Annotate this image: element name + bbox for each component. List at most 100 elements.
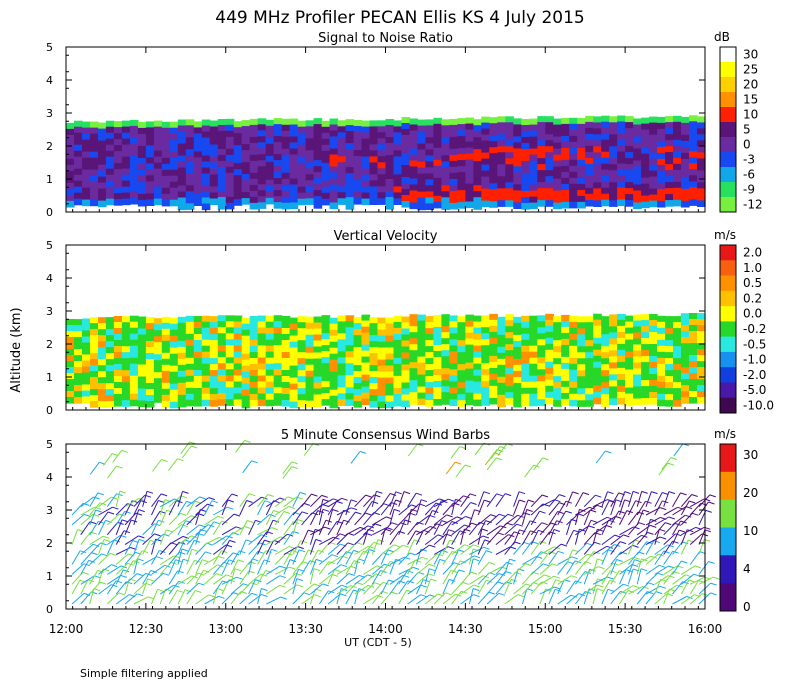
heatmap-cell (193, 340, 203, 347)
heatmap-cell (369, 335, 379, 342)
wind-barb (601, 515, 616, 526)
heatmap-cell (145, 395, 155, 402)
heatmap-cell (393, 339, 403, 347)
heatmap-cell (545, 164, 554, 171)
wind-barb-flag (689, 500, 696, 504)
wind-barb (680, 573, 695, 585)
heatmap-cell (689, 355, 698, 362)
heatmap-cell (305, 322, 315, 330)
heatmap-cell (529, 190, 538, 198)
wind-barb (133, 582, 146, 595)
heatmap-cell (329, 202, 339, 210)
wind-barb (424, 498, 440, 508)
heatmap-cell (641, 153, 650, 161)
heatmap-cell (513, 124, 522, 131)
heatmap-cell (673, 139, 682, 147)
heatmap-cell (505, 170, 514, 177)
heatmap-cell (537, 399, 546, 406)
heatmap-cell (137, 145, 147, 153)
wind-barb (71, 579, 81, 595)
heatmap-cell (505, 350, 514, 357)
heatmap-cell (641, 368, 650, 375)
heatmap-cell (201, 321, 211, 329)
heatmap-cell (649, 338, 658, 345)
colorbar-swatch (720, 245, 736, 261)
heatmap-cell (529, 399, 538, 407)
heatmap-cell (505, 128, 514, 135)
heatmap-cell (577, 141, 586, 149)
heatmap-cell (561, 320, 570, 328)
colorbar-label: -5.0 (743, 383, 766, 397)
wind-barb (318, 541, 330, 555)
y-tick-label: 5 (46, 41, 53, 54)
heatmap-cell (457, 118, 466, 125)
heatmap-cell (657, 200, 666, 208)
heatmap-cell (313, 148, 323, 155)
heatmap-cell (353, 371, 363, 378)
heatmap-cell (681, 385, 690, 392)
heatmap-cell (393, 186, 403, 193)
wind-barb-flag (251, 460, 258, 464)
wind-barb (672, 596, 687, 605)
heatmap-cell (105, 389, 115, 396)
heatmap-cell (82, 348, 91, 356)
heatmap-cell (273, 166, 283, 173)
wind-barb (318, 590, 329, 605)
heatmap-cell (513, 358, 522, 366)
heatmap-cell (545, 319, 554, 327)
heatmap-cell (193, 370, 203, 377)
heatmap-cell (457, 184, 466, 191)
heatmap-cell (377, 365, 387, 373)
heatmap-cell (673, 169, 682, 177)
wind-barb (186, 582, 199, 595)
wind-barb (451, 560, 461, 575)
wind-barb (160, 555, 175, 565)
heatmap-cell (449, 375, 458, 382)
wind-barb (318, 499, 324, 516)
wind-barb (318, 519, 327, 536)
heatmap-cell (74, 379, 83, 386)
wind-barb-flag (298, 549, 306, 553)
wind-barb-flag (123, 569, 130, 573)
wind-barb-flag (333, 536, 340, 540)
heatmap-cell (473, 345, 482, 353)
wind-barb (371, 539, 379, 555)
wind-barb (610, 551, 622, 565)
heatmap-cell (153, 198, 163, 206)
heatmap-cell (297, 144, 307, 152)
heatmap-cell (129, 375, 139, 383)
wind-barb-flag (571, 556, 578, 560)
heatmap-cell (625, 140, 634, 147)
heatmap-cell (497, 194, 506, 201)
wind-barb-flag (182, 490, 189, 494)
heatmap-cell (329, 341, 339, 349)
heatmap-cell (249, 190, 259, 198)
wind-barb (663, 506, 678, 516)
wind-barb (177, 520, 187, 536)
heatmap-cell (569, 399, 578, 407)
wind-barb-flag (409, 552, 417, 556)
wind-barb-flag (138, 509, 145, 513)
heatmap-cell (74, 174, 83, 182)
heatmap-cell (353, 162, 363, 169)
heatmap-cell (489, 165, 498, 172)
wind-barb-flag (678, 529, 686, 533)
heatmap-cell (393, 126, 403, 133)
heatmap-cell (425, 364, 434, 371)
heatmap-cell (82, 163, 91, 171)
heatmap-cell (90, 169, 99, 177)
wind-barb (654, 593, 668, 605)
heatmap-cell (513, 316, 522, 324)
heatmap-cell (401, 183, 411, 190)
heatmap-cell (281, 376, 291, 383)
heatmap-cell (233, 381, 243, 389)
heatmap-cell (209, 120, 219, 128)
wind-barb (354, 558, 359, 575)
colorbar-swatch (720, 583, 736, 612)
wind-barb (309, 568, 315, 585)
heatmap-cell (409, 124, 419, 132)
heatmap-cell (441, 362, 450, 369)
wind-barb (680, 579, 690, 595)
wind-barb (460, 502, 471, 516)
